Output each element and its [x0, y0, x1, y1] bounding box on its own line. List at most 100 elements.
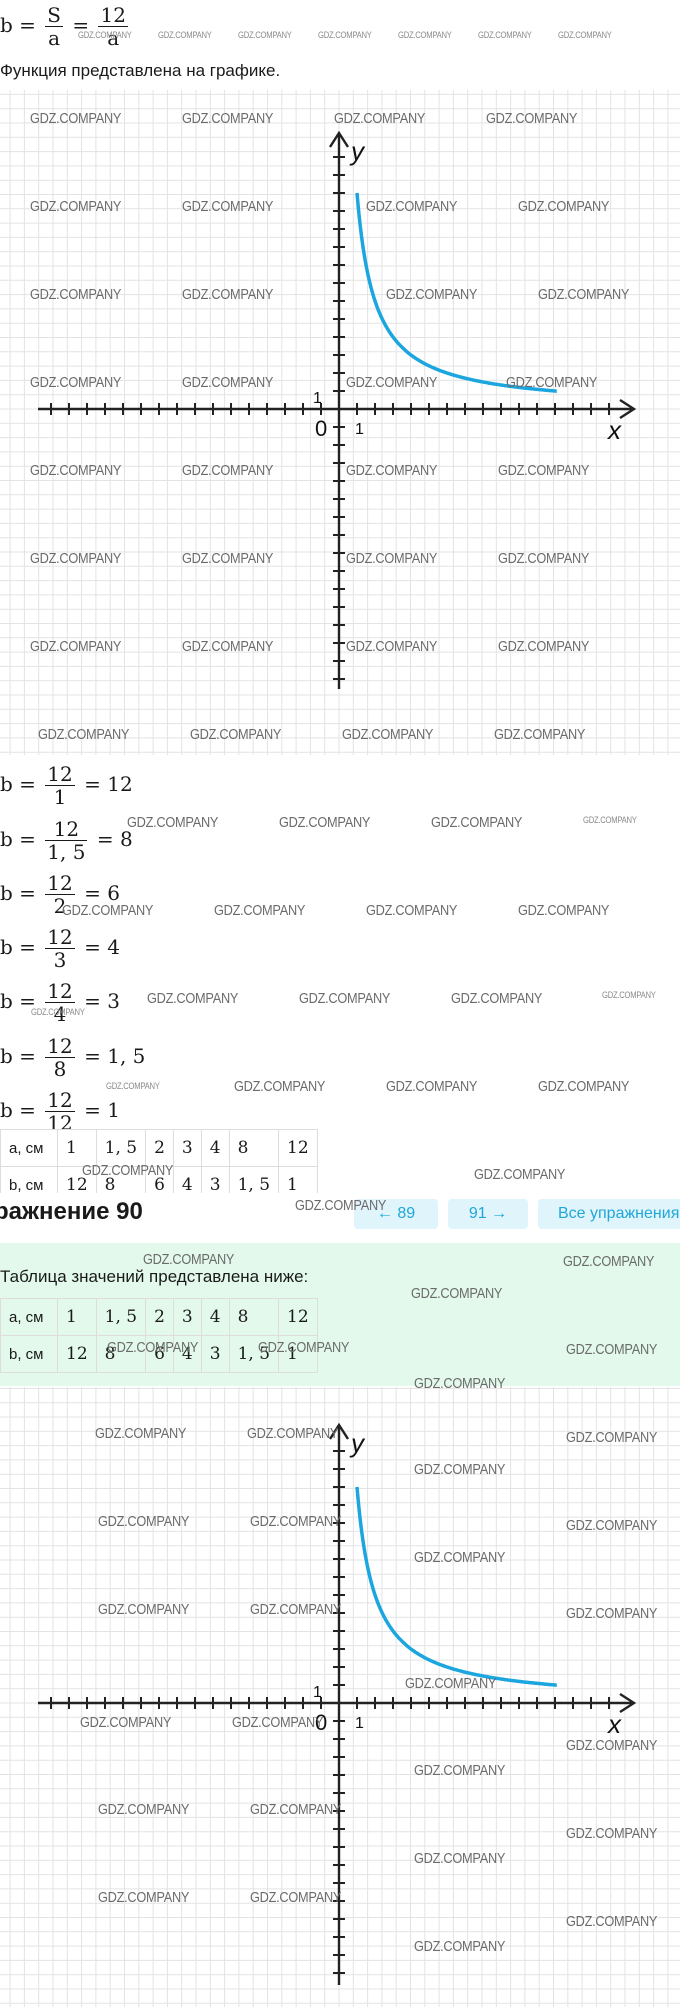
- graph-intro-text: Функция представлена на графике.: [0, 61, 281, 80]
- calculation-line: b = 12 1, 5 = 8: [0, 817, 133, 864]
- y-unit-label: 1: [313, 390, 322, 407]
- x-unit-label: 1: [355, 1715, 364, 1732]
- watermark-text: GDZ.COMPANY: [411, 1285, 503, 1302]
- table-cell: 4: [200, 1129, 230, 1167]
- values-table-2: a, см 1 1, 5 2 3 4 8 12 b, см 12 8 6 4 3…: [0, 1298, 318, 1373]
- watermark-text: GDZ.COMPANY: [398, 30, 452, 40]
- hyperbola-graph-2: y x 0 1 1: [0, 1387, 680, 2007]
- table-cell: 12: [57, 1335, 97, 1373]
- watermark-text: GDZ.COMPANY: [366, 902, 458, 919]
- table-cell: 1, 5: [95, 1129, 147, 1167]
- watermark-text: GDZ.COMPANY: [30, 550, 122, 567]
- watermark-text: GDZ.COMPANY: [414, 1762, 506, 1779]
- watermark-text: GDZ.COMPANY: [182, 462, 274, 479]
- x-axis-label: x: [606, 415, 622, 445]
- table-cell: a, см: [0, 1129, 58, 1167]
- answer-block: Таблица значений представлена ниже: a, с…: [0, 1243, 680, 1386]
- watermark-text: GDZ.COMPANY: [299, 990, 391, 1007]
- axis-ticks: [50, 156, 610, 680]
- watermark-text: GDZ.COMPANY: [558, 30, 612, 40]
- watermark-text: GDZ.COMPANY: [414, 1850, 506, 1867]
- exercise-nav-bar: ражнение 90 ← 89 91 → Все упражнения: [0, 1193, 680, 1243]
- watermark-text: GDZ.COMPANY: [250, 1889, 342, 1906]
- watermark-text: GDZ.COMPANY: [30, 286, 122, 303]
- watermark-text: GDZ.COMPANY: [147, 990, 239, 1007]
- watermark-text: GDZ.COMPANY: [486, 110, 578, 127]
- watermark-text: GDZ.COMPANY: [346, 550, 438, 567]
- table-cell: 3: [172, 1298, 202, 1336]
- y-axis-arrow: [328, 1422, 350, 1440]
- watermark-text: GDZ.COMPANY: [98, 1889, 190, 1906]
- watermark-text: GDZ.COMPANY: [214, 902, 306, 919]
- watermark-text: GDZ.COMPANY: [182, 198, 274, 215]
- next-exercise-button[interactable]: 91 →: [448, 1199, 528, 1229]
- prev-exercise-button[interactable]: ← 89: [354, 1199, 438, 1229]
- watermark-text: GDZ.COMPANY: [30, 110, 122, 127]
- x-axis-arrow: [619, 398, 637, 420]
- watermark-text: GDZ.COMPANY: [190, 726, 282, 743]
- table-cell: 1: [278, 1335, 318, 1373]
- watermark-text: GDZ.COMPANY: [566, 1341, 658, 1358]
- watermark-text: GDZ.COMPANY: [386, 286, 478, 303]
- table-cell: 8: [228, 1129, 280, 1167]
- watermark-text: GDZ.COMPANY: [38, 726, 130, 743]
- watermark-text: GDZ.COMPANY: [414, 1938, 506, 1955]
- table-cell: a, см: [0, 1298, 58, 1336]
- watermark-text: GDZ.COMPANY: [234, 1078, 326, 1095]
- watermark-text: GDZ.COMPANY: [318, 30, 372, 40]
- table-intro-text: Таблица значений представлена ниже:: [0, 1267, 309, 1286]
- y-axis-label: y: [349, 1428, 366, 1458]
- watermark-text: GDZ.COMPANY: [182, 110, 274, 127]
- watermark-text: GDZ.COMPANY: [366, 198, 458, 215]
- watermark-text: GDZ.COMPANY: [62, 902, 154, 919]
- y-axis-arrow: [328, 130, 350, 148]
- table-cell: 4: [172, 1335, 202, 1373]
- watermark-text: GDZ.COMPANY: [127, 814, 219, 831]
- table-cell: 1, 5: [95, 1298, 147, 1336]
- watermark-text: GDZ.COMPANY: [478, 30, 532, 40]
- calculation-line: b = 12 12 = 1: [0, 1088, 120, 1135]
- table-cell: 4: [200, 1298, 230, 1336]
- table-cell: 1: [57, 1129, 97, 1167]
- calculation-line: b = 12 4 = 3: [0, 979, 120, 1026]
- watermark-text: GDZ.COMPANY: [247, 1425, 339, 1442]
- table-row-a: a, см 1 1, 5 2 3 4 8 12: [0, 1129, 318, 1167]
- watermark-text: GDZ.COMPANY: [566, 1913, 658, 1930]
- watermark-text: GDZ.COMPANY: [158, 30, 212, 40]
- axis-ticks: [50, 1450, 610, 1974]
- watermark-text: GDZ.COMPANY: [563, 1253, 655, 1270]
- x-axis-arrow: [619, 1692, 637, 1714]
- watermark-text: GDZ.COMPANY: [107, 1339, 199, 1356]
- watermark-text: GDZ.COMPANY: [566, 1429, 658, 1446]
- watermark-text: GDZ.COMPANY: [143, 1251, 235, 1268]
- calculation-line: b = 12 2 = 6: [0, 871, 120, 918]
- table-cell: 2: [145, 1298, 174, 1336]
- watermark-text: GDZ.COMPANY: [78, 30, 132, 40]
- calculation-line: b = 12 3 = 4: [0, 925, 120, 972]
- watermark-text: GDZ.COMPANY: [405, 1675, 497, 1692]
- watermark-text: GDZ.COMPANY: [30, 462, 122, 479]
- watermark-text: GDZ.COMPANY: [566, 1517, 658, 1534]
- watermark-text: GDZ.COMPANY: [346, 638, 438, 655]
- watermark-text: GDZ.COMPANY: [238, 30, 292, 40]
- watermark-text: GDZ.COMPANY: [566, 1605, 658, 1622]
- table-cell: 2: [145, 1129, 174, 1167]
- watermark-text: GDZ.COMPANY: [414, 1461, 506, 1478]
- watermark-text: GDZ.COMPANY: [602, 990, 656, 1000]
- watermark-text: GDZ.COMPANY: [98, 1801, 190, 1818]
- watermark-text: GDZ.COMPANY: [106, 1081, 160, 1091]
- watermark-text: GDZ.COMPANY: [498, 638, 590, 655]
- watermark-text: GDZ.COMPANY: [232, 1714, 324, 1731]
- watermark-text: GDZ.COMPANY: [98, 1601, 190, 1618]
- table-cell: 1: [57, 1298, 97, 1336]
- all-exercises-button[interactable]: Все упражнения: [538, 1199, 680, 1229]
- watermark-text: GDZ.COMPANY: [474, 1166, 566, 1183]
- exercise-title: ражнение 90: [0, 1198, 143, 1225]
- watermark-text: GDZ.COMPANY: [98, 1513, 190, 1530]
- watermark-text: GDZ.COMPANY: [250, 1513, 342, 1530]
- table-cell: 12: [278, 1129, 318, 1167]
- y-axis-label: y: [349, 136, 366, 166]
- table-row-a: a, см 1 1, 5 2 3 4 8 12: [0, 1298, 318, 1336]
- watermark-text: GDZ.COMPANY: [346, 374, 438, 391]
